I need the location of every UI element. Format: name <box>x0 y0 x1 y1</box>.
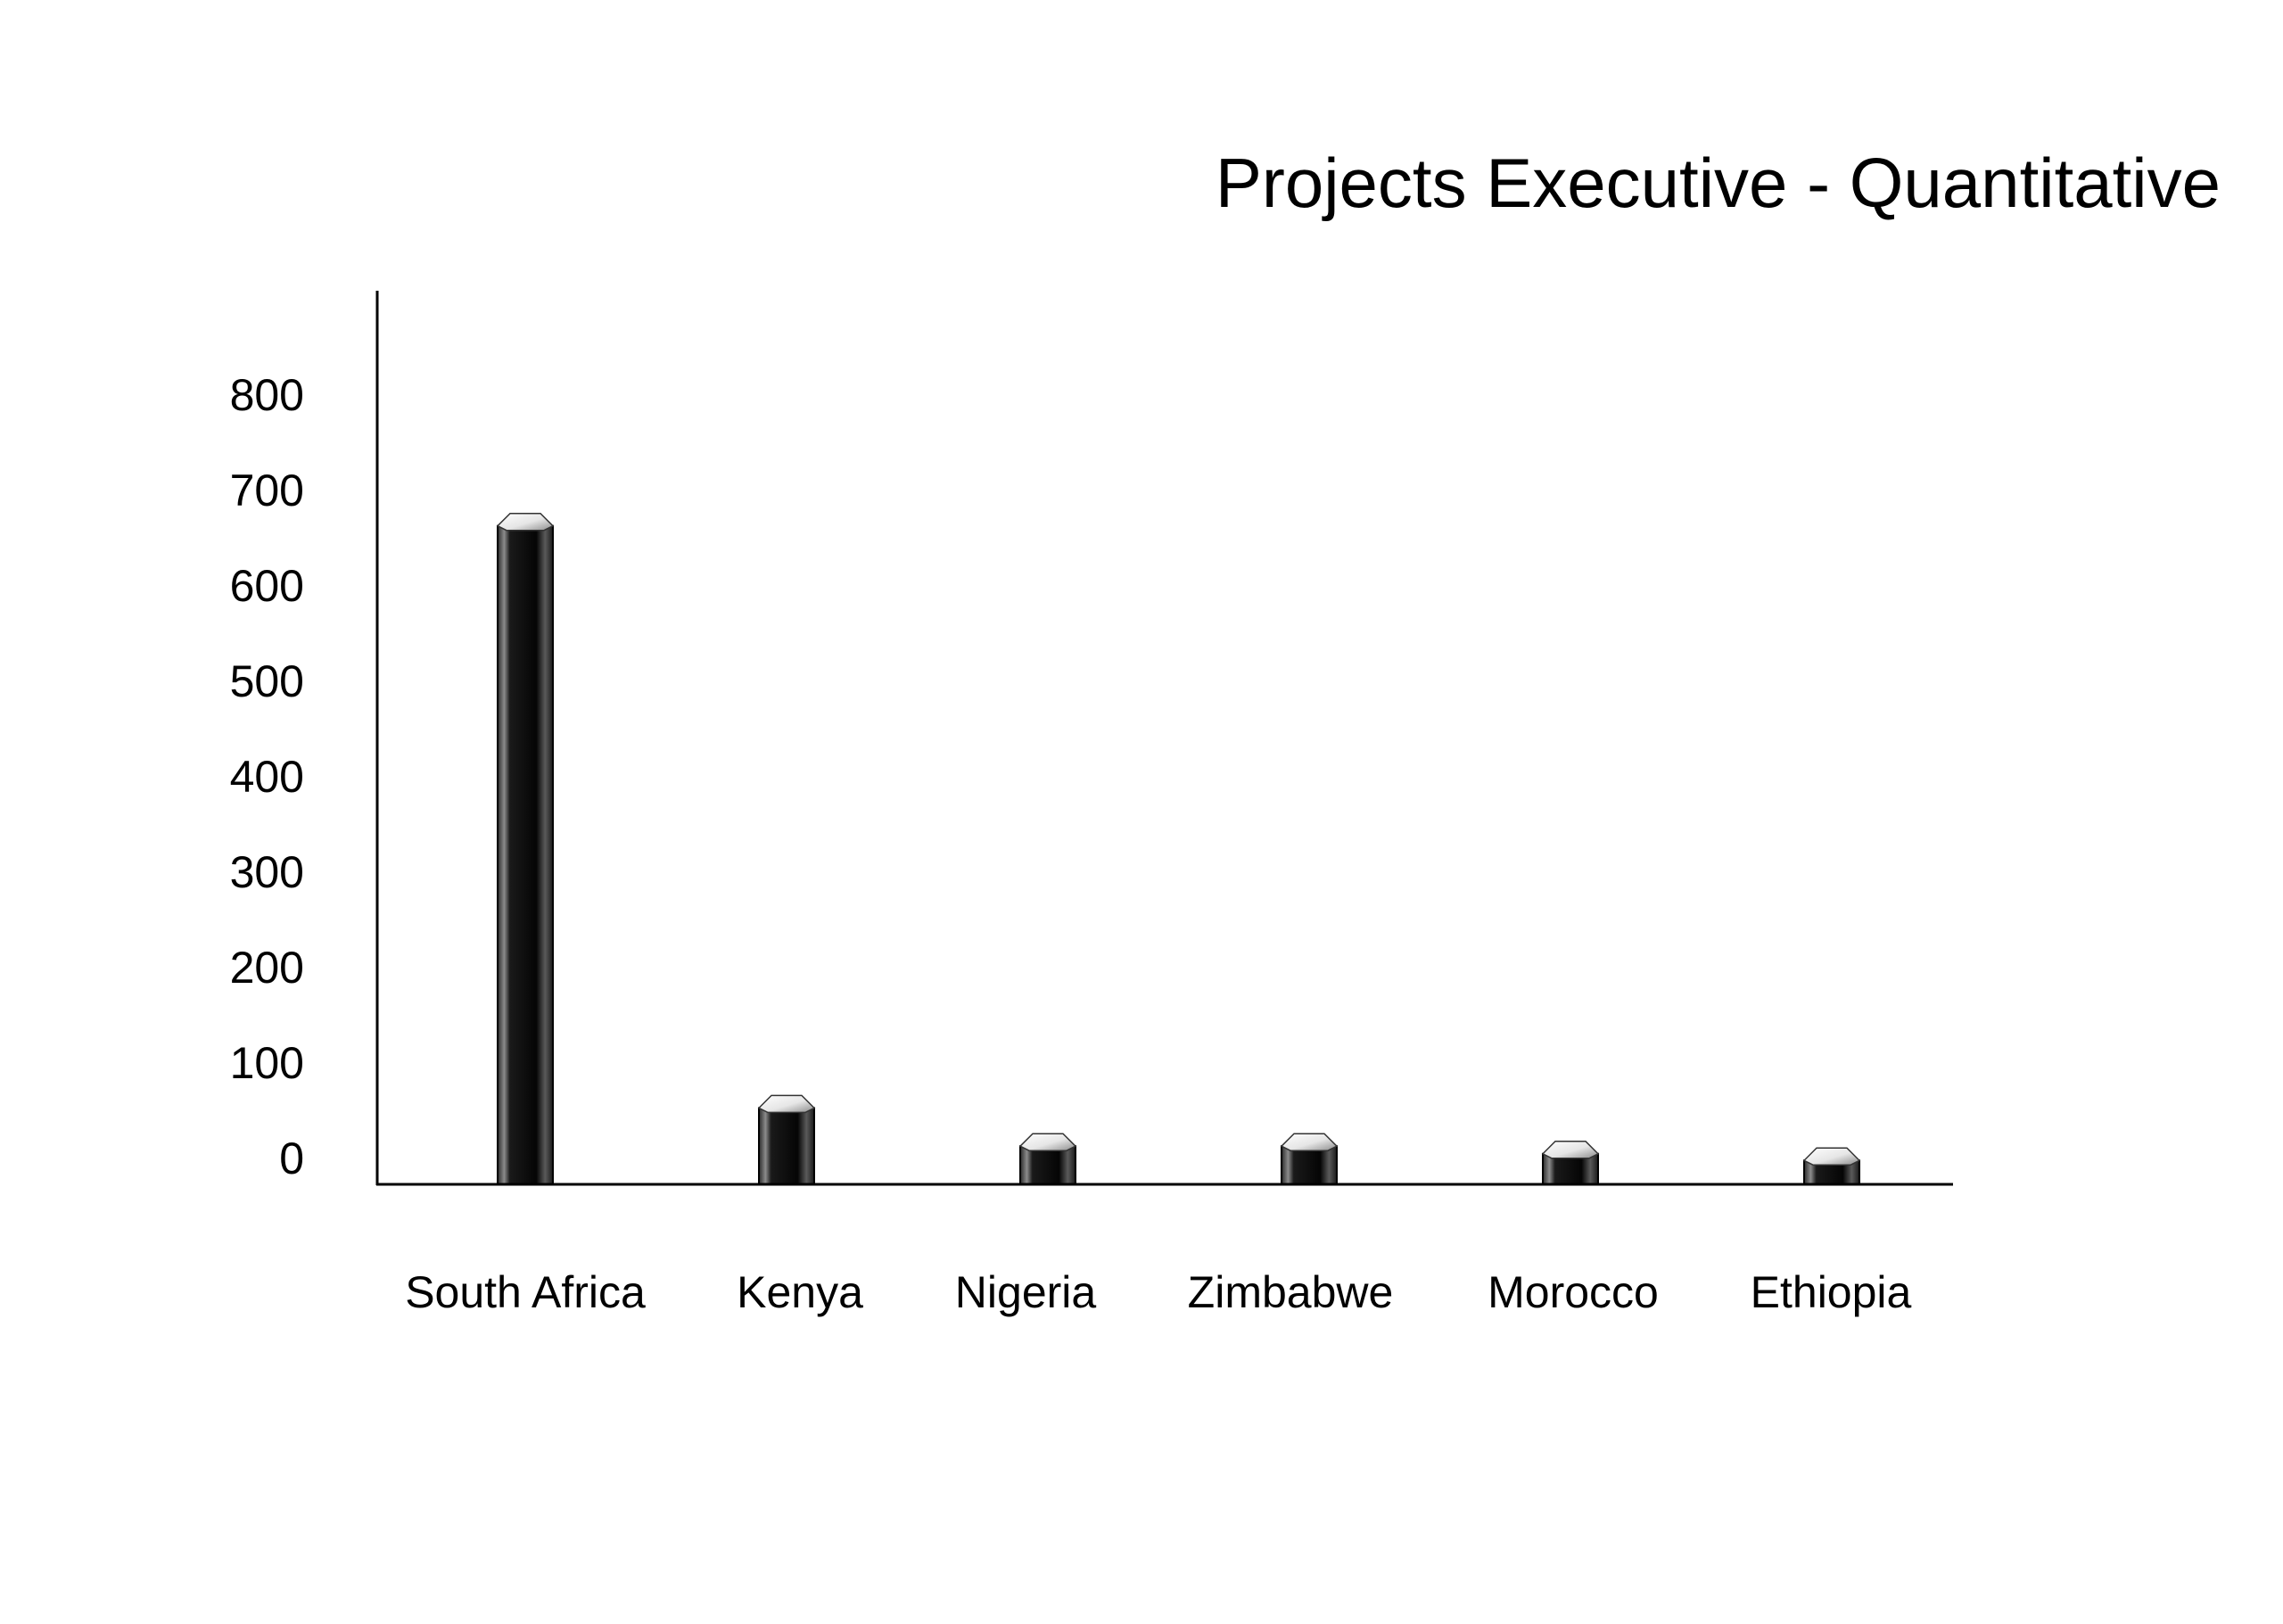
x-category-label: Ethiopia <box>1751 1267 1912 1317</box>
bar-top-cap <box>1280 1133 1339 1151</box>
x-axis-labels: South Africa Kenya Nigeria Zimbabwe Morocco E… <box>405 1267 1911 1317</box>
bar <box>1280 1133 1339 1185</box>
bar-body <box>759 1108 814 1184</box>
bar-top-cap <box>496 512 555 532</box>
y-tick-label: 500 <box>230 656 304 706</box>
bar <box>1802 1147 1861 1185</box>
x-category-label: Nigeria <box>955 1267 1097 1317</box>
bar-top-cap <box>757 1094 816 1114</box>
y-tick-label: 100 <box>230 1038 304 1088</box>
y-tick-label: 800 <box>230 370 304 420</box>
bar-top-cap <box>1018 1133 1077 1151</box>
y-axis-ticks: 0 100 200 300 400 500 600 700 800 <box>230 370 304 1183</box>
y-tick-label: 700 <box>230 466 304 515</box>
x-category-label: Kenya <box>737 1267 863 1317</box>
bar <box>1541 1141 1600 1186</box>
y-tick-label: 0 <box>279 1134 304 1183</box>
bar-top-cap <box>1541 1141 1600 1159</box>
y-tick-label: 600 <box>230 561 304 611</box>
y-tick-label: 200 <box>230 943 304 993</box>
y-tick-label: 400 <box>230 752 304 802</box>
bar-body <box>1282 1146 1337 1184</box>
bar-body <box>1020 1146 1076 1184</box>
bar <box>496 512 555 1185</box>
chart-title: Projects Executive - Quantitative <box>1216 144 2221 222</box>
bar <box>757 1094 816 1186</box>
bars-group <box>496 512 1861 1186</box>
bar-top-cap <box>1802 1147 1861 1166</box>
x-category-label: South Africa <box>405 1267 646 1317</box>
bar <box>1018 1133 1077 1185</box>
x-category-label: Zimbabwe <box>1188 1267 1394 1317</box>
bar-body <box>498 525 553 1184</box>
y-tick-label: 300 <box>230 847 304 897</box>
x-category-label: Morocco <box>1488 1267 1659 1317</box>
